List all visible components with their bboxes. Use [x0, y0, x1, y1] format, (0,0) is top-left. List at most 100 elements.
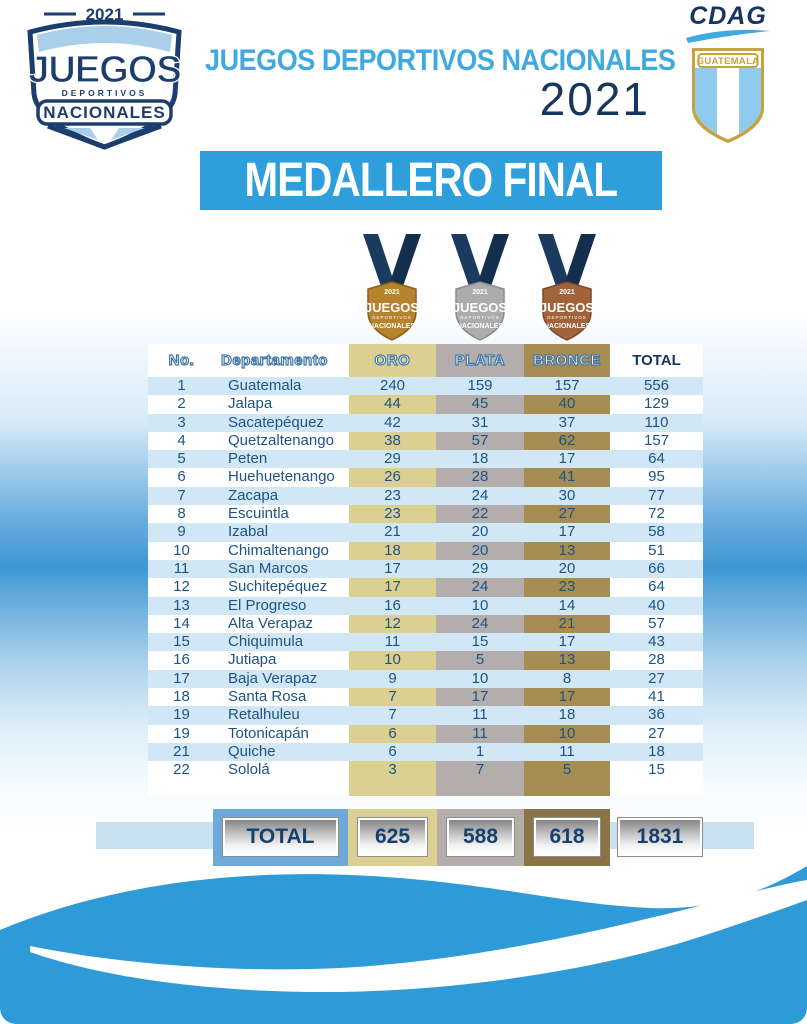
cell-dep: Alta Verapaz	[228, 614, 314, 632]
logo-stripe-right	[111, 128, 145, 140]
cell-bronce: 14	[558, 596, 576, 614]
cell-dep: El Progreso	[228, 596, 307, 614]
svg-text:2021: 2021	[384, 289, 400, 296]
cell-bronce: 41	[524, 468, 610, 487]
cell-oro: 6	[349, 724, 436, 743]
band-cell-oro	[349, 779, 436, 796]
cell-plata: 1	[475, 742, 485, 760]
table-row: 1 Guatemala 240 159 157 556	[148, 377, 703, 396]
cell-plata: 28	[436, 468, 524, 487]
cell-no: 19	[173, 706, 190, 724]
logo-word-juegos: JUEGOS	[28, 49, 180, 91]
svg-text:NACIONALES: NACIONALES	[457, 323, 504, 330]
cell-oro: 44	[349, 395, 436, 414]
cell-plata: 15	[471, 633, 489, 651]
cell-bronce: 17	[558, 633, 576, 651]
table-row: 7 Zacapa 23 24 30 77	[148, 486, 703, 506]
col-header-total: TOTAL	[632, 352, 681, 369]
svg-text:JUEGOS: JUEGOS	[365, 300, 420, 315]
cell-no: 18	[173, 688, 190, 706]
cell-bronce: 30	[558, 486, 576, 504]
table-row: 19 Retalhuleu 7 11 18 36	[148, 706, 703, 725]
cell-no: 11	[173, 559, 190, 577]
cell-no: 15	[173, 633, 190, 651]
svg-text:NACIONALES: NACIONALES	[369, 323, 416, 330]
cell-total: 41	[648, 688, 665, 706]
cell-dep: Suchitepéquez	[228, 578, 328, 596]
title-year: 2021	[539, 73, 650, 125]
cell-no: 10	[173, 541, 190, 559]
grand-total-box: 1831	[618, 818, 702, 856]
total-oro-value: 625	[358, 818, 427, 856]
table-row: 13 El Progreso 16 10 14 40	[148, 596, 703, 615]
table-row: 9 Izabal 21 20 17 58	[148, 523, 703, 542]
logo-banner	[36, 99, 173, 126]
cell-total: 72	[648, 505, 665, 523]
cell-total: 28	[648, 651, 665, 669]
total-plata-value: 588	[447, 818, 514, 856]
cell-dep: Quetzaltenango	[228, 431, 334, 449]
cell-bronce: 62	[524, 431, 610, 451]
col-header-oro: ORO	[349, 344, 436, 377]
cell-plata: 18	[471, 450, 489, 468]
band-cell	[148, 780, 215, 796]
cell-dep: Zacapa	[228, 486, 279, 504]
cell-oro: 3	[349, 761, 436, 780]
table-row: 6 Huehuetenango 26 28 41 95	[148, 468, 703, 487]
cell-no: 4	[177, 431, 186, 449]
cell-no: 2	[177, 395, 186, 413]
cell-bronce: 18	[558, 706, 576, 724]
cell-no: 13	[173, 596, 190, 614]
cell-bronce: 5	[524, 761, 610, 780]
cell-no: 17	[173, 669, 190, 687]
cell-oro: 23	[384, 486, 401, 504]
cell-plata: 24	[436, 614, 524, 634]
cell-bronce: 17	[558, 523, 576, 541]
cell-total: 40	[648, 596, 665, 614]
cell-plata: 24	[436, 578, 524, 597]
cell-plata: 45	[436, 395, 524, 414]
cell-no: 6	[177, 468, 186, 486]
cell-plata: 20	[436, 541, 524, 560]
cell-plata: 10	[471, 596, 489, 614]
cell-dep: Baja Verapaz	[228, 669, 318, 687]
cell-dep: Jutiapa	[228, 651, 277, 669]
cell-total: 157	[643, 431, 670, 449]
cell-no: 8	[177, 505, 186, 523]
cell-plata: 10	[471, 669, 489, 687]
total-bronce-box: 618	[524, 809, 610, 866]
cell-total: 110	[644, 413, 669, 431]
col-header-bronce: BRONCE	[524, 344, 610, 377]
table-row: 11 San Marcos 17 29 20 66	[148, 559, 703, 579]
cell-no: 16	[173, 651, 190, 669]
gold-medal-icon: 2021 JUEGOS DEPORTIVOS NACIONALES	[347, 234, 437, 346]
cell-plata: 57	[436, 431, 524, 451]
cell-dep: Quiche	[228, 742, 276, 760]
table-row: 14 Alta Verapaz 12 24 21 57	[148, 614, 703, 634]
cell-oro: 6	[388, 742, 397, 760]
cdag-swoosh	[686, 29, 770, 43]
juegos-nacionales-logo: 2021 JUEGOS DEPORTIVOS NACIONALES	[27, 5, 182, 150]
cell-no: 21	[173, 742, 190, 760]
cell-total: 64	[648, 578, 665, 596]
cell-bronce: 20	[558, 559, 576, 577]
cell-total: 18	[648, 742, 665, 760]
cell-total: 95	[648, 468, 665, 486]
cell-no: 22	[173, 761, 190, 779]
cell-total: 15	[648, 761, 665, 779]
cell-no: 5	[177, 450, 186, 468]
svg-text:DEPORTIVOS: DEPORTIVOS	[547, 315, 586, 320]
col-header-departamento: Departamento	[220, 351, 328, 369]
cell-bronce: 21	[524, 614, 610, 634]
cell-dep: Jalapa	[228, 395, 273, 413]
cdag-stripe-right	[739, 68, 761, 140]
cell-dep: Guatemala	[228, 377, 302, 394]
cell-total: 36	[648, 706, 665, 724]
table-row: 19 Totonicapán 6 11 10 27	[148, 724, 703, 743]
cell-oro: 21	[384, 523, 401, 541]
logo-word-nacionales: NACIONALES	[43, 103, 165, 122]
logo-year: 2021	[86, 5, 124, 24]
cell-oro: 10	[349, 651, 436, 670]
cell-plata: 11	[472, 706, 488, 724]
